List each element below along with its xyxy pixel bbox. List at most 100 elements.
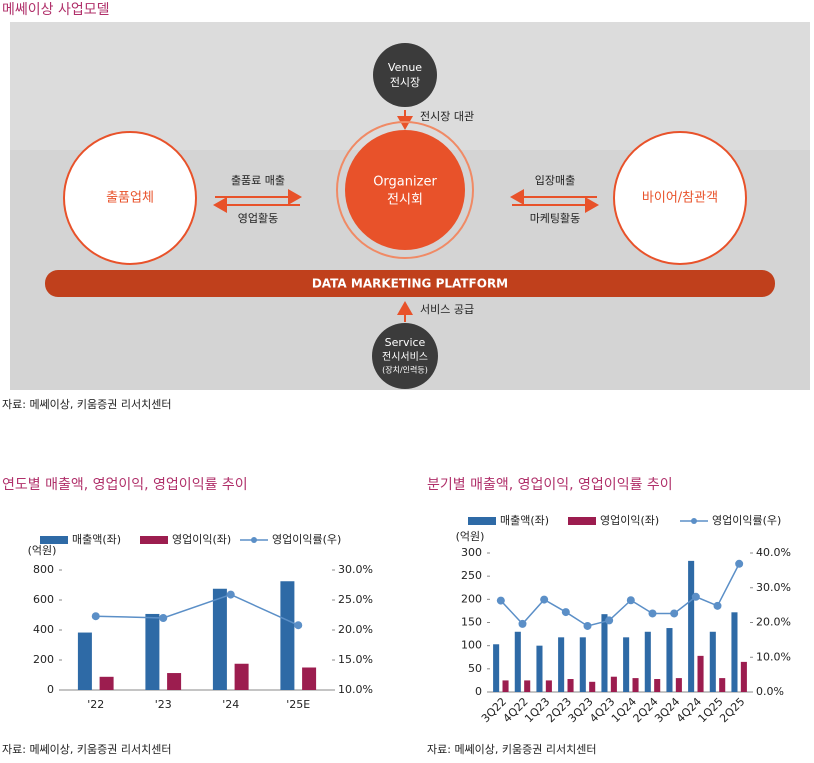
legend-swatch — [251, 537, 257, 543]
line — [500, 563, 740, 627]
bar — [579, 637, 586, 692]
venue-label: Venue — [388, 61, 422, 74]
marker — [294, 621, 303, 630]
bar — [675, 678, 682, 692]
bar — [610, 676, 617, 692]
source: 자료: 메쎄이상, 키움증권 리서치센터 — [427, 743, 597, 756]
bar — [567, 679, 574, 692]
bar — [99, 676, 114, 690]
bar — [589, 681, 596, 692]
bar — [234, 663, 249, 690]
legend-label: 영업이익률(우) — [272, 533, 341, 546]
flow-label: 출품료 매출 — [231, 174, 285, 187]
bar — [145, 613, 160, 690]
y2-tick-label: 30.0% — [756, 581, 791, 594]
organizer-label: Organizer — [373, 175, 437, 190]
y-tick-label: 150 — [461, 616, 482, 629]
buyer-node — [613, 131, 747, 265]
legend-label: 매출액(좌) — [72, 533, 121, 546]
bar — [558, 637, 565, 692]
marker — [648, 609, 657, 618]
exhibitor-label: 출품업체 — [106, 191, 154, 206]
bar — [77, 632, 92, 690]
service-sublabel: 전시서비스 — [382, 351, 428, 363]
y-tick-label: 400 — [33, 623, 54, 636]
exhibitor-node — [63, 131, 197, 265]
marker — [518, 619, 527, 628]
x-tick-label: '24 — [222, 698, 239, 711]
organizer-ring — [336, 121, 474, 259]
legend-label: 영업이익(좌) — [172, 533, 231, 546]
bar — [502, 680, 509, 692]
venue-node — [373, 43, 437, 107]
y2-tick-label: 30.0% — [338, 563, 373, 576]
marker — [91, 612, 100, 621]
marker — [670, 609, 679, 618]
bar — [212, 588, 227, 690]
marker — [735, 559, 744, 568]
flow-label: 입장매출 — [535, 174, 575, 187]
marker — [561, 608, 570, 617]
y-tick-label: 0 — [475, 685, 482, 698]
source: 자료: 메쎄이상, 키움증권 리서치센터 — [2, 398, 172, 411]
y-tick-label: 200 — [33, 653, 54, 666]
x-tick-label: '22 — [87, 698, 104, 711]
x-tick-label: '23 — [155, 698, 172, 711]
legend-label: 영업이익률(우) — [712, 514, 781, 527]
y2-tick-label: 20.0% — [338, 623, 373, 636]
bar — [709, 631, 716, 692]
y-tick-label: 200 — [461, 592, 482, 605]
bar — [623, 637, 630, 692]
bar — [167, 673, 182, 690]
y-tick-label: 800 — [33, 563, 54, 576]
bar — [644, 631, 651, 692]
y-tick-label: 100 — [461, 639, 482, 652]
y-tick-label: 50 — [468, 662, 482, 675]
legend-label: 영업이익(좌) — [600, 514, 659, 527]
legend-swatch — [468, 517, 496, 525]
bar — [601, 614, 608, 692]
line — [95, 593, 299, 626]
service-label: Service — [385, 336, 426, 349]
legend-swatch — [40, 536, 68, 544]
marker — [605, 616, 614, 625]
legend-swatch — [140, 536, 168, 544]
venue-sublabel: 전시장 — [390, 76, 420, 89]
legend-label: 매출액(좌) — [500, 514, 549, 527]
buyer-label: 바이어/참관객 — [642, 191, 718, 206]
marker — [626, 596, 635, 605]
y2-tick-label: 0.0% — [756, 685, 784, 698]
unit-label: (억원) — [456, 530, 485, 543]
section-title: 메쎄이상 사업모델 — [2, 2, 110, 18]
y2-tick-label: 20.0% — [756, 616, 791, 629]
bar — [688, 560, 695, 692]
y-tick-label: 300 — [461, 546, 482, 559]
flow-label: 마케팅활동 — [530, 211, 581, 225]
y2-tick-label: 15.0% — [338, 653, 373, 666]
y2-tick-label: 25.0% — [338, 593, 373, 606]
y2-tick-label: 40.0% — [756, 546, 791, 559]
bar — [666, 628, 673, 692]
legend-swatch — [568, 517, 596, 525]
organizer-sublabel: 전시회 — [387, 193, 423, 208]
bar — [280, 581, 295, 690]
bar — [524, 680, 531, 692]
bar — [719, 678, 726, 692]
legend-swatch — [691, 518, 697, 524]
bar — [545, 680, 552, 692]
marker — [583, 621, 592, 630]
platform-label: DATA MARKETING PLATFORM — [312, 277, 508, 291]
unit-label: (억원) — [28, 544, 57, 557]
platform-bar — [45, 270, 775, 297]
marker — [159, 614, 168, 622]
chart-title: 연도별 매출액, 영업이익, 영업이익률 추이 — [2, 477, 248, 493]
marker — [691, 592, 700, 601]
bar — [632, 678, 639, 692]
service-node — [372, 323, 438, 389]
chart-title: 분기별 매출액, 영업이익, 영업이익률 추이 — [427, 477, 673, 493]
y2-tick-label: 10.0% — [338, 683, 373, 696]
y-tick-label: 0 — [47, 683, 54, 696]
venue-arrow-label: 전시장 대관 — [420, 110, 474, 123]
y2-tick-label: 10.0% — [756, 650, 791, 663]
